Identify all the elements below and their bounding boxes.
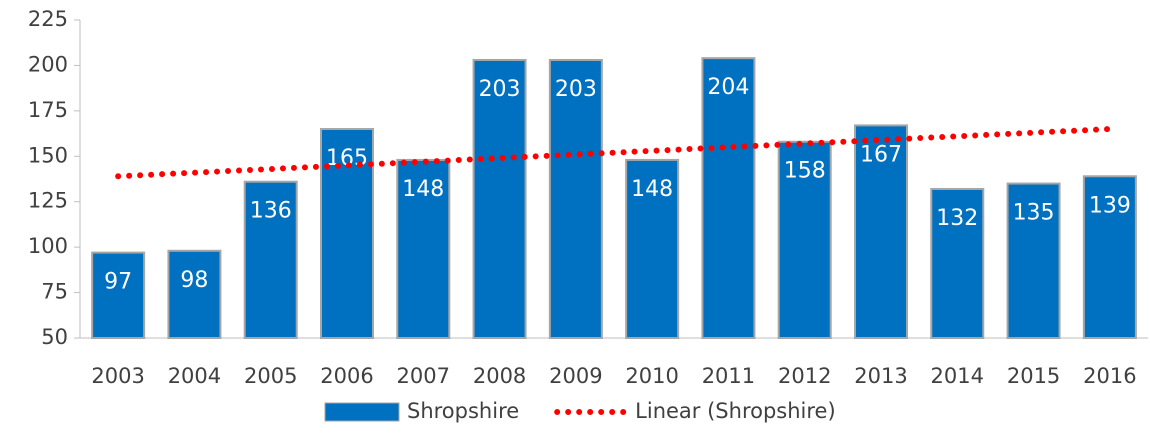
data-label: 148	[402, 177, 444, 202]
x-tick-label: 2008	[473, 364, 526, 388]
bar	[625, 158, 680, 339]
x-tick-label: 2013	[854, 364, 907, 388]
data-label: 139	[1089, 193, 1131, 218]
data-label: 98	[180, 268, 208, 293]
bar	[396, 158, 451, 339]
y-tick-label: 100	[28, 234, 68, 258]
bar	[548, 58, 603, 339]
data-label: 158	[784, 159, 826, 184]
data-label: 148	[631, 177, 673, 202]
bar	[701, 57, 756, 339]
x-tick-label: 2009	[549, 364, 602, 388]
data-label: 97	[104, 270, 132, 295]
y-tick-label: 50	[41, 325, 68, 349]
x-tick-label: 2004	[168, 364, 221, 388]
x-tick-label: 2006	[320, 364, 373, 388]
x-tick-label: 2003	[91, 364, 144, 388]
data-label: 136	[250, 199, 292, 224]
data-label: 203	[479, 77, 521, 102]
bar	[777, 140, 832, 339]
data-label: 204	[707, 75, 749, 100]
x-tick-label: 2016	[1083, 364, 1136, 388]
bar	[1006, 182, 1061, 339]
y-tick-label: 200	[28, 52, 68, 76]
data-label: 167	[860, 142, 902, 167]
x-tick-label: 2014	[931, 364, 984, 388]
bar	[472, 58, 527, 339]
bar	[243, 180, 298, 339]
bar	[167, 249, 222, 339]
legend-swatch	[324, 402, 400, 422]
trend-line	[115, 126, 1113, 180]
y-tick-label: 75	[41, 280, 68, 304]
legend-label: Linear (Shropshire)	[635, 399, 836, 423]
data-label: 132	[936, 206, 978, 231]
bar	[854, 124, 908, 339]
data-label: 203	[555, 77, 597, 102]
x-tick-label: 2005	[244, 364, 297, 388]
x-tick-label: 2015	[1007, 364, 1060, 388]
x-tick-label: 2007	[397, 364, 450, 388]
y-tick-label: 150	[28, 143, 68, 167]
bar	[930, 187, 985, 339]
x-tick-label: 2011	[702, 364, 755, 388]
data-label: 135	[1013, 201, 1055, 226]
x-tick-label: 2010	[625, 364, 678, 388]
legend-label: Shropshire	[407, 399, 519, 423]
y-tick-label: 225	[28, 7, 68, 31]
y-tick-label: 175	[28, 98, 68, 122]
bar	[1082, 175, 1137, 339]
y-tick-label: 125	[28, 189, 68, 213]
x-tick-label: 2012	[778, 364, 831, 388]
bar	[91, 251, 146, 339]
